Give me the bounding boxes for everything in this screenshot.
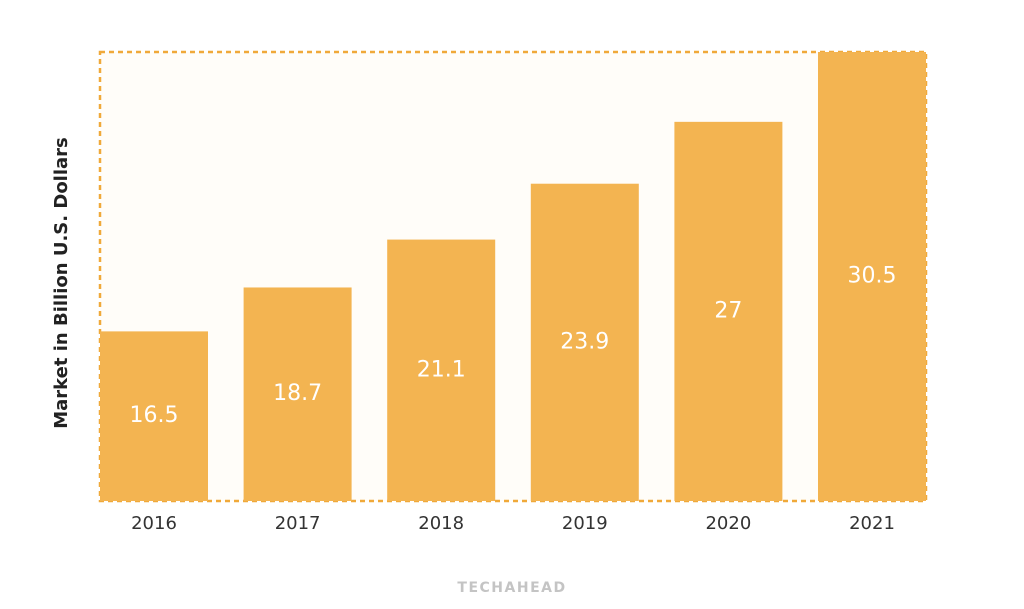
value-label: 16.5 [130, 403, 179, 428]
bar [530, 183, 639, 501]
bar [387, 239, 496, 502]
bar [674, 121, 783, 501]
value-label: 30.5 [848, 264, 897, 289]
x-tick-label: 2021 [849, 513, 895, 534]
x-tick-label: 2016 [131, 513, 177, 534]
value-label: 21.1 [417, 357, 466, 382]
bar [818, 52, 926, 501]
bar [100, 331, 208, 501]
watermark: TECHAHEAD [457, 580, 566, 596]
x-tick-label: 2018 [418, 513, 464, 534]
x-tick-label: 2020 [705, 513, 751, 534]
value-label: 23.9 [560, 329, 609, 354]
x-tick-label: 2019 [562, 513, 608, 534]
value-label: 18.7 [273, 381, 322, 406]
bar [243, 287, 352, 501]
value-label: 27 [714, 298, 742, 323]
plot-frame [98, 50, 928, 503]
x-tick-label: 2017 [275, 513, 321, 534]
y-axis-label: Market in Billion U.S. Dollars [51, 137, 72, 429]
